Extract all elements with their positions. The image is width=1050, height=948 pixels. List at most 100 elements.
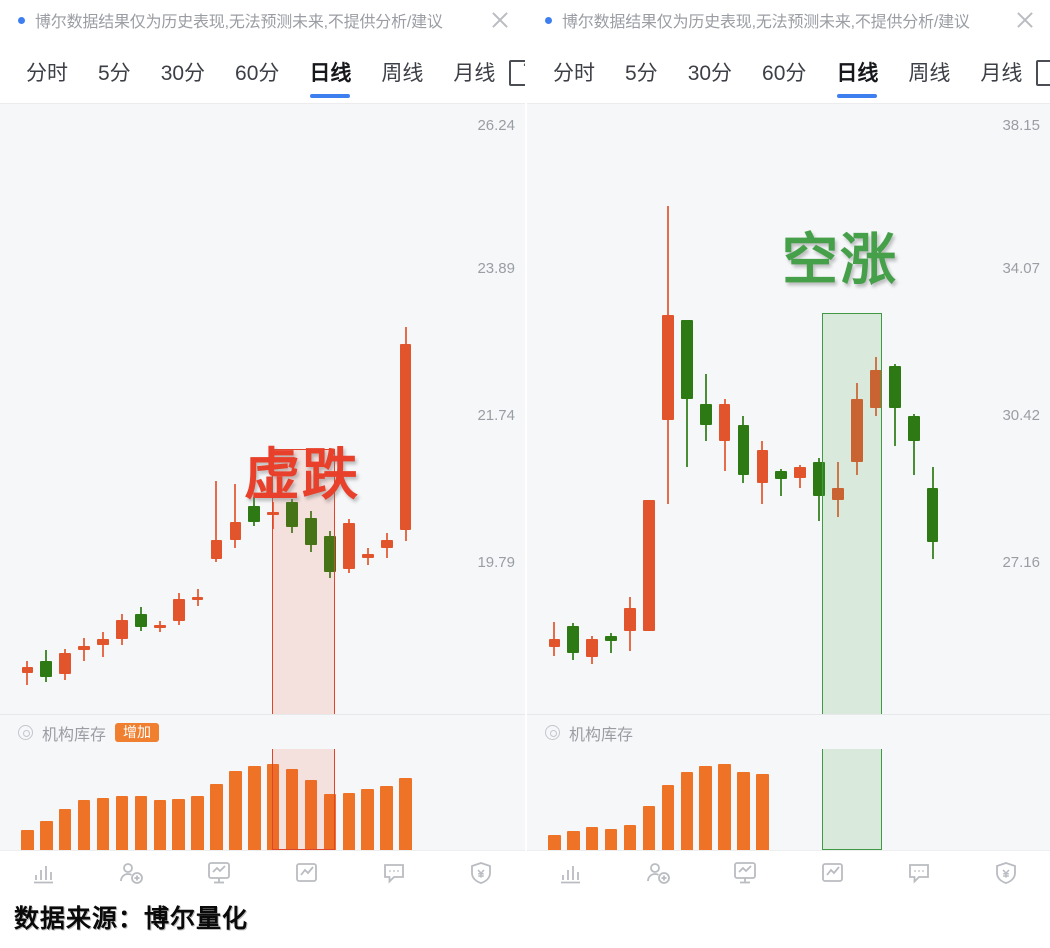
- bullet-dot-icon: [18, 16, 25, 24]
- bottom-nav-left: 行情 自选: [0, 850, 525, 886]
- chat-bubble-icon: [904, 859, 934, 886]
- expand-icon[interactable]: [505, 52, 525, 92]
- gear-icon[interactable]: [545, 725, 560, 740]
- candle-wick: [553, 622, 556, 656]
- tab-fenshi[interactable]: 分时: [26, 61, 68, 85]
- annotation-right: 空涨: [782, 228, 898, 291]
- bullet-dot-icon: [545, 16, 552, 24]
- source-caption: 数据来源：博尔量化: [0, 886, 1050, 948]
- nav-item-shuju[interactable]: 数据: [701, 859, 788, 886]
- tab-monthly[interactable]: 月线: [980, 61, 1023, 85]
- candle-body: [97, 639, 109, 645]
- candle-body: [286, 502, 298, 528]
- candle-wick: [780, 468, 783, 497]
- y-tick-0: 38.15: [1002, 117, 1040, 134]
- period-tabbar: 分时 5分 30分 60分 日线 周线 月线: [0, 40, 525, 104]
- tab-fenshi[interactable]: 分时: [553, 61, 595, 85]
- monitor-chart-icon: [730, 859, 760, 886]
- nav-item-shequ[interactable]: 社区: [350, 859, 438, 886]
- close-icon[interactable]: [489, 9, 511, 31]
- nav-item-shuju[interactable]: 数据: [175, 859, 263, 886]
- nav-item-hangqing[interactable]: 行情: [527, 859, 614, 886]
- disclaimer-banner[interactable]: 博尔数据结果仅为历史表现,无法预测未来,不提供分析/建议: [0, 0, 525, 40]
- close-icon[interactable]: [1014, 9, 1036, 31]
- candle-body: [248, 506, 261, 522]
- volume-bar: [604, 828, 618, 850]
- nav-item-zichan[interactable]: 资产: [963, 859, 1050, 886]
- candle-body: [324, 535, 336, 572]
- volume-bar: [304, 780, 318, 850]
- candle-body: [135, 613, 147, 627]
- nav-item-zichan[interactable]: 资产: [438, 859, 526, 886]
- candle-wick: [26, 661, 29, 686]
- candle-body: [888, 365, 901, 408]
- candle-body: [567, 626, 580, 654]
- tab-weekly[interactable]: 周线: [908, 61, 951, 85]
- candlestick: [907, 104, 920, 714]
- volume-bar: [323, 794, 337, 850]
- tab-30min[interactable]: 30分: [687, 61, 733, 85]
- volume-bar: [115, 796, 129, 850]
- volume-bar: [642, 806, 656, 850]
- candle-body: [624, 607, 636, 631]
- nav-item-tongji[interactable]: 统计: [263, 859, 351, 886]
- candlestick: [248, 104, 261, 714]
- period-tabbar: 分时 5分 30分 60分 日线 周线 月线: [527, 40, 1050, 104]
- volume-bar: [623, 825, 637, 850]
- candlestick: [718, 104, 731, 714]
- tab-30min[interactable]: 30分: [160, 61, 206, 85]
- nav-item-shequ[interactable]: 社区: [876, 859, 963, 886]
- candle-body: [907, 416, 920, 442]
- volume-bar: [342, 792, 356, 850]
- tab-60min[interactable]: 60分: [235, 61, 280, 85]
- candle-body: [548, 638, 561, 648]
- candlestick-chart-left[interactable]: 虚跌 26.24 23.89 21.74 19.79: [0, 104, 525, 714]
- candlestick: [267, 104, 280, 714]
- candlestick: [624, 104, 636, 714]
- gear-icon[interactable]: [18, 725, 33, 740]
- volume-bar: [548, 834, 561, 850]
- candle-body: [342, 523, 355, 570]
- candle-body: [21, 667, 34, 673]
- candlestick: [567, 104, 580, 714]
- nav-item-zixuan[interactable]: 自选: [88, 859, 176, 886]
- candle-body: [361, 553, 374, 559]
- volume-bar: [21, 830, 34, 850]
- tab-60min[interactable]: 60分: [762, 61, 807, 85]
- candlestick: [40, 104, 53, 714]
- y-tick-1: 34.07: [1002, 260, 1040, 277]
- tab-weekly[interactable]: 周线: [381, 61, 424, 85]
- candle-body: [40, 661, 53, 677]
- candle-body: [926, 487, 939, 543]
- tab-daily[interactable]: 日线: [826, 40, 888, 104]
- candlestick: [756, 104, 769, 714]
- disclaimer-text: 博尔数据结果仅为历史表现,无法预测未来,不提供分析/建议: [562, 14, 970, 31]
- candle-body: [229, 521, 242, 540]
- y-tick-3: 19.79: [477, 554, 515, 571]
- volume-bar: [266, 764, 280, 850]
- tab-daily[interactable]: 日线: [299, 40, 361, 104]
- candle-body: [78, 646, 91, 651]
- nav-item-tongji[interactable]: 统计: [789, 859, 876, 886]
- candlestick: [794, 104, 807, 714]
- disclaimer-banner[interactable]: 博尔数据结果仅为历史表现,无法预测未来,不提供分析/建议: [527, 0, 1050, 40]
- candle-body: [680, 319, 693, 400]
- nav-item-hangqing[interactable]: 行情: [0, 859, 88, 886]
- candle-wick: [912, 414, 915, 476]
- nav-item-zixuan[interactable]: 自选: [614, 859, 701, 886]
- volume-bar: [680, 771, 694, 850]
- tab-5min[interactable]: 5分: [98, 61, 131, 85]
- candlestick-chart-right[interactable]: 空涨 38.15 34.07 30.42 27.16: [527, 104, 1050, 714]
- tab-monthly[interactable]: 月线: [453, 61, 496, 85]
- expand-icon[interactable]: [1032, 52, 1050, 92]
- monitor-chart-icon: [204, 859, 234, 886]
- volume-bar: [229, 771, 242, 850]
- candlestick: [153, 104, 166, 714]
- person-add-icon: [116, 859, 146, 886]
- y-axis-left: 26.24 23.89 21.74 19.79: [425, 104, 515, 714]
- candlestick: [888, 104, 901, 714]
- candlestick: [605, 104, 618, 714]
- candlestick: [21, 104, 34, 714]
- tab-5min[interactable]: 5分: [625, 61, 658, 85]
- volume-bar: [59, 808, 72, 850]
